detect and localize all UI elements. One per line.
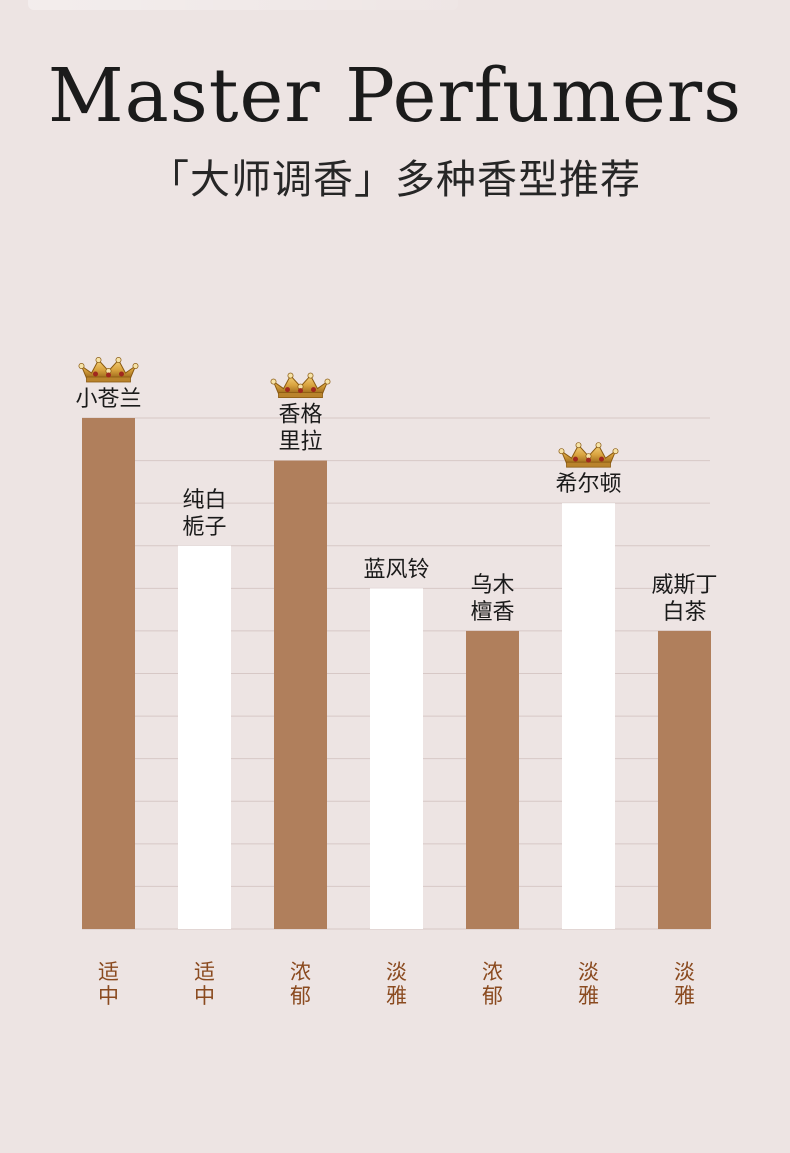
category-label: 适 bbox=[98, 960, 119, 984]
category-label: 雅 bbox=[578, 984, 599, 1008]
category-label: 郁 bbox=[290, 984, 311, 1008]
bar-label: 檀香 bbox=[470, 600, 514, 625]
crown-icon bbox=[78, 357, 139, 383]
category-label: 雅 bbox=[674, 984, 695, 1008]
category-label: 适 bbox=[194, 960, 215, 984]
crown-icon bbox=[270, 372, 331, 398]
category-label: 淡 bbox=[578, 960, 599, 984]
bar bbox=[466, 630, 519, 929]
bar bbox=[178, 545, 231, 929]
category-label: 浓 bbox=[290, 960, 311, 984]
bar-label: 乌木 bbox=[470, 573, 514, 598]
bar bbox=[562, 503, 615, 929]
page-subtitle: 「大师调香」多种香型推荐 bbox=[149, 157, 641, 203]
category-label: 浓 bbox=[482, 960, 503, 984]
bar bbox=[658, 630, 711, 929]
bar-label: 栀子 bbox=[182, 515, 226, 540]
bar-label: 里拉 bbox=[278, 430, 322, 455]
top-decorative-strip bbox=[28, 0, 458, 10]
bar-label: 蓝风铃 bbox=[363, 557, 429, 582]
category-label: 淡 bbox=[386, 960, 407, 984]
bar bbox=[370, 588, 423, 929]
bar bbox=[82, 418, 135, 929]
bar-label: 希尔顿 bbox=[555, 472, 621, 497]
category-label: 郁 bbox=[482, 984, 503, 1008]
bar-label: 纯白 bbox=[182, 488, 226, 513]
bar-label: 小苍兰 bbox=[75, 387, 141, 412]
page-title: Master Perfumers bbox=[47, 53, 743, 139]
crown-icon bbox=[558, 442, 619, 468]
bar-label: 威斯丁 bbox=[651, 573, 717, 598]
bar-label: 白茶 bbox=[662, 600, 706, 625]
category-label: 中 bbox=[98, 984, 119, 1008]
bar bbox=[274, 460, 327, 929]
category-label: 雅 bbox=[386, 984, 407, 1008]
category-label: 中 bbox=[194, 984, 215, 1008]
bar-label: 香格 bbox=[278, 403, 322, 428]
category-label: 淡 bbox=[674, 960, 695, 984]
